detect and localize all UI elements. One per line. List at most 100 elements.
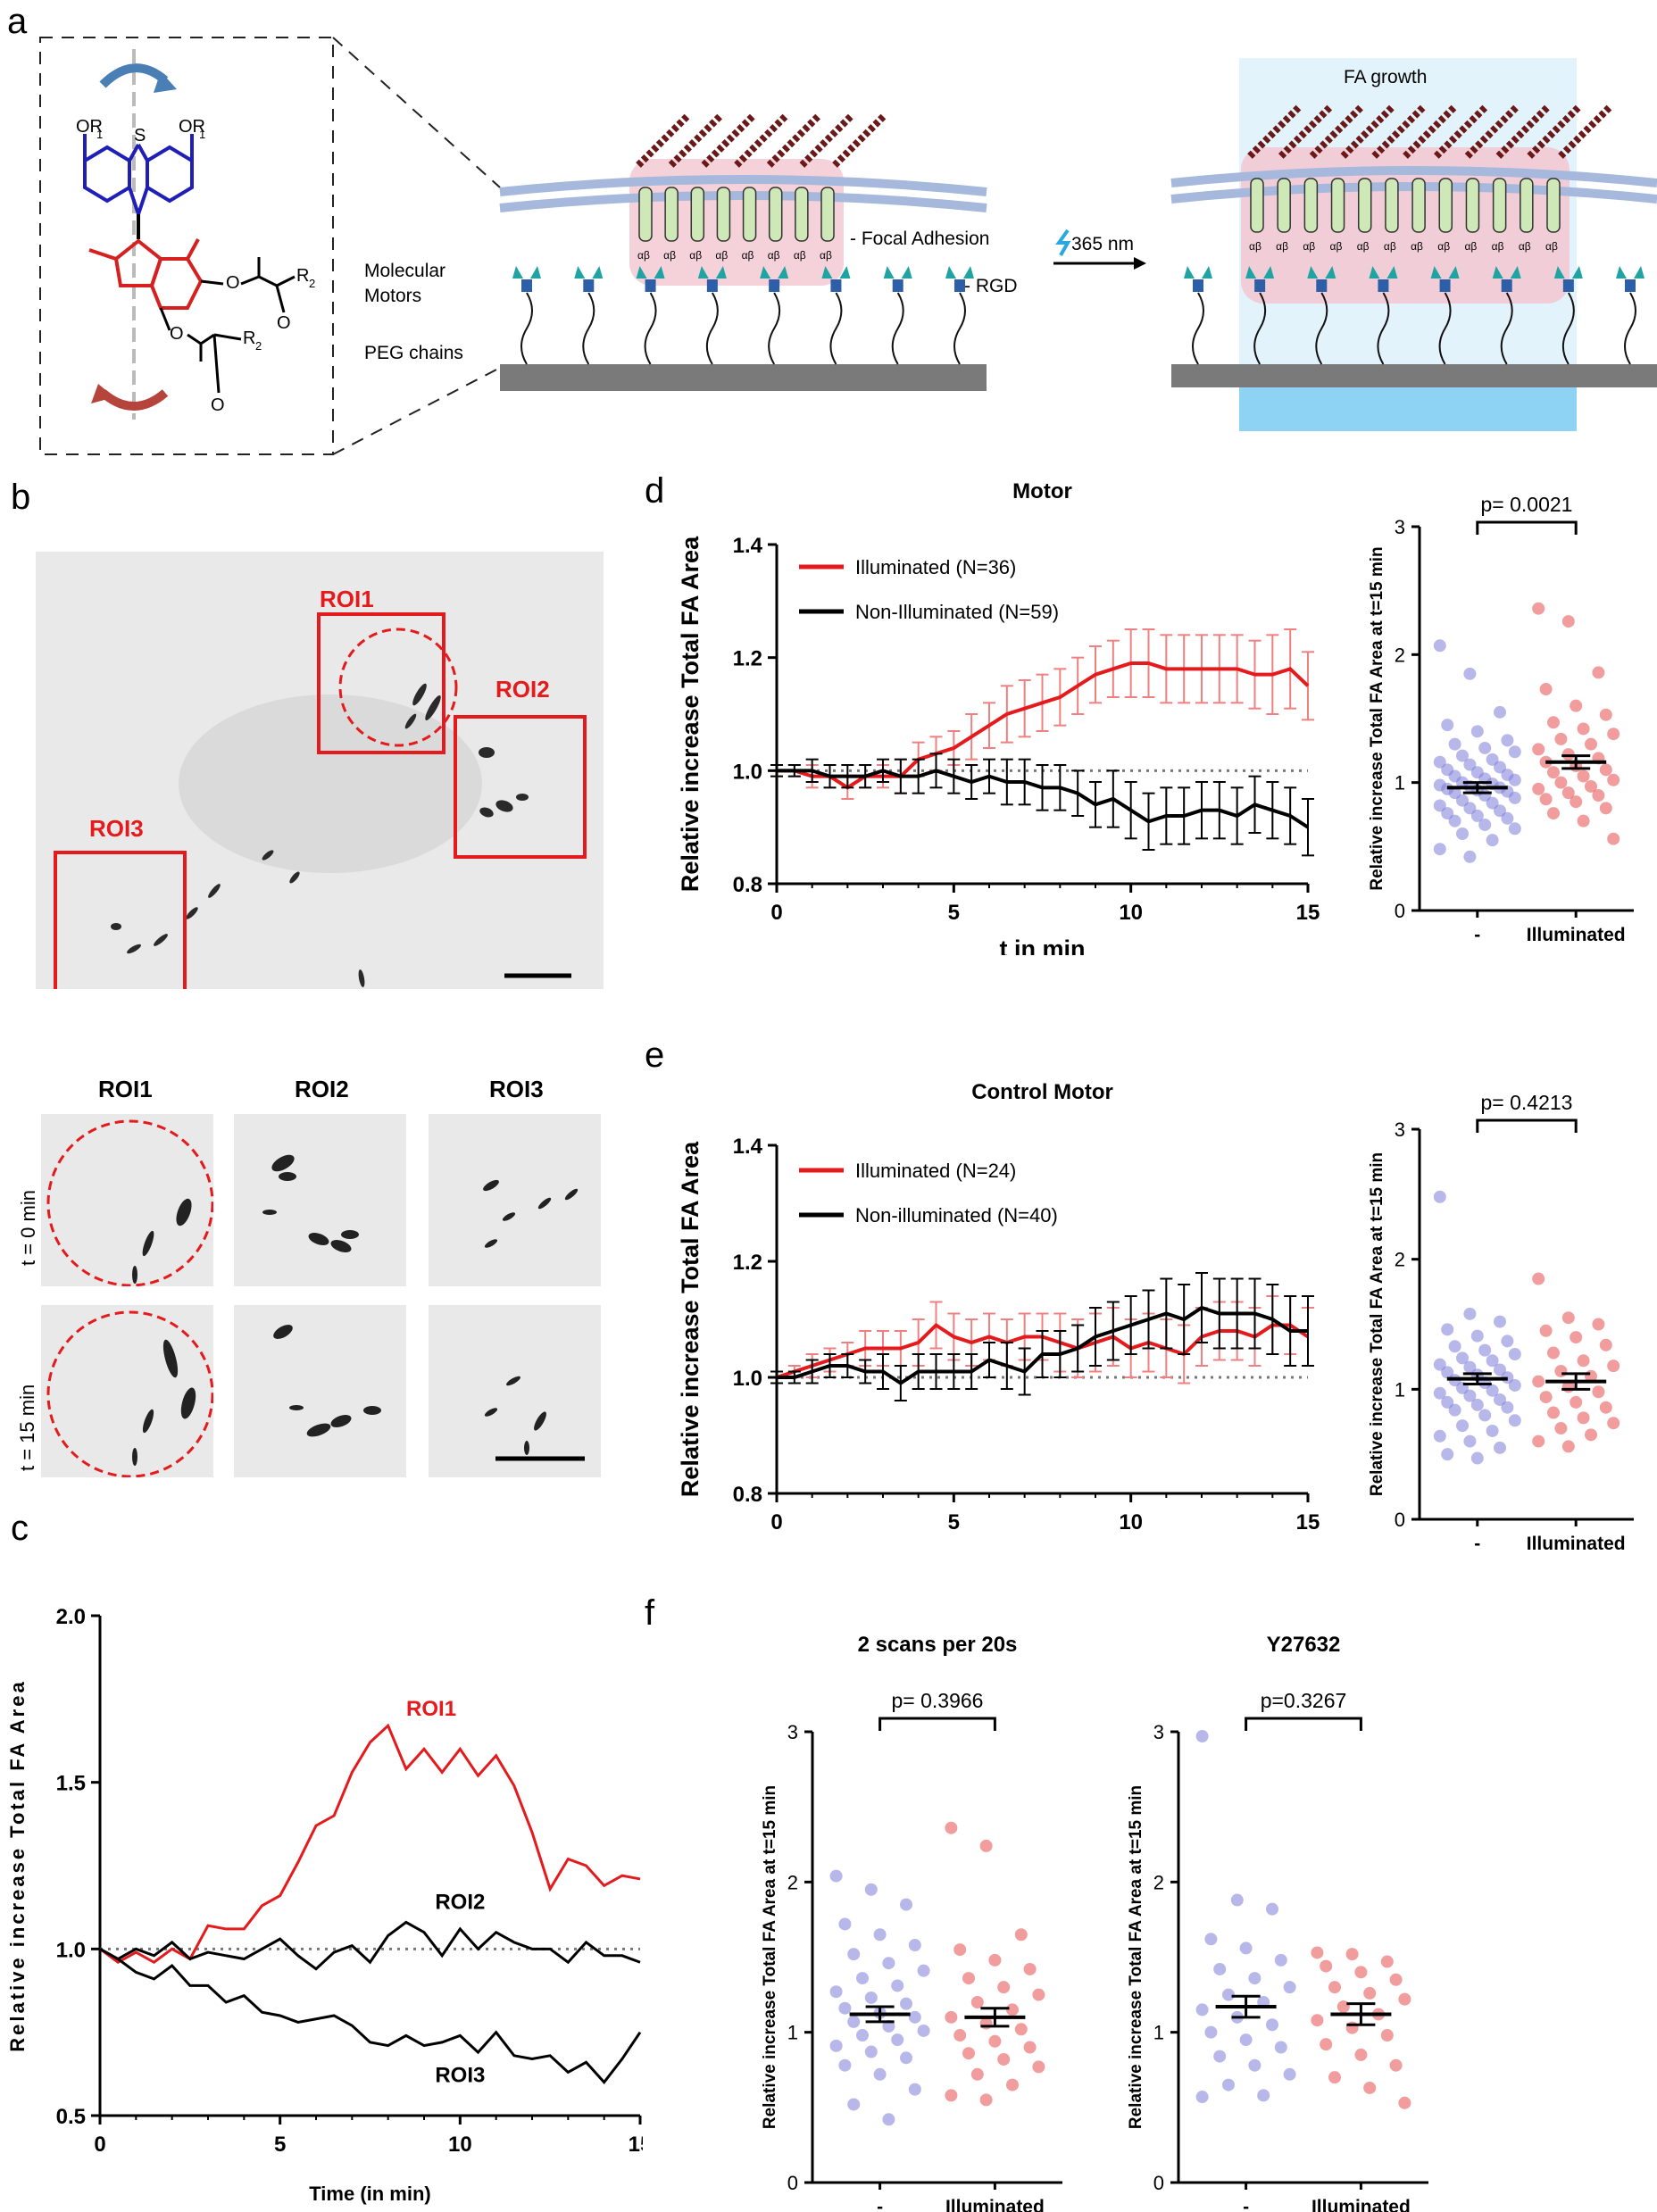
rgd-peptide xyxy=(778,266,789,279)
data-point xyxy=(945,2010,958,2024)
data-point xyxy=(1470,1398,1484,1411)
data-point xyxy=(891,1979,904,1992)
rgd-peptide xyxy=(1263,266,1275,279)
data-point xyxy=(1532,1434,1545,1448)
molecule-carbonyl-o-bottom: O xyxy=(211,395,225,415)
data-point xyxy=(1532,743,1545,756)
peg-chain xyxy=(520,292,533,365)
data-point xyxy=(945,1821,958,1834)
peg-chain xyxy=(1253,292,1267,365)
chart-title: Control Motor xyxy=(971,1080,1113,1104)
data-point xyxy=(1478,818,1492,831)
integrin-label: αβ xyxy=(1519,240,1531,253)
x-tick-label: - xyxy=(1474,1534,1480,1554)
significance-bracket xyxy=(878,1717,996,1731)
integrin-label: αβ xyxy=(1276,240,1288,253)
significance-bracket xyxy=(1245,1717,1362,1731)
data-point xyxy=(882,1957,895,1970)
data-point xyxy=(1239,2033,1253,2047)
actin-filament xyxy=(1558,104,1612,159)
data-point xyxy=(1561,1311,1575,1325)
rgd-peptide xyxy=(697,266,709,279)
data-point xyxy=(1547,716,1560,729)
rgd-peptide xyxy=(1430,266,1442,279)
actin-filament xyxy=(636,113,690,168)
integrin-label: αβ xyxy=(1411,240,1423,253)
data-point xyxy=(1570,795,1583,809)
data-point xyxy=(1607,1417,1620,1430)
peg-chain xyxy=(1500,292,1513,365)
data-point xyxy=(1486,796,1499,810)
actin-filament xyxy=(1527,104,1582,159)
y-tick-label: 0.8 xyxy=(733,873,762,897)
overview-label-roi2: ROI2 xyxy=(495,676,550,703)
data-point xyxy=(979,1839,993,1852)
data-point xyxy=(1006,2003,1019,2017)
rgd-peptide xyxy=(883,266,895,279)
data-point xyxy=(945,2089,958,2102)
data-point xyxy=(1547,807,1560,820)
p-value: p= 0.3966 xyxy=(892,1689,984,1712)
data-point xyxy=(1539,683,1553,696)
motor-molecule xyxy=(1193,279,1203,292)
data-point xyxy=(1463,1360,1477,1374)
integrin xyxy=(1303,178,1319,233)
data-point xyxy=(1463,802,1477,815)
series-line xyxy=(777,1305,1308,1385)
integrin xyxy=(1357,178,1372,233)
y-tick-label: 1.0 xyxy=(733,1367,762,1391)
data-point xyxy=(1433,639,1446,653)
actin-filament xyxy=(832,113,887,168)
motor-molecule xyxy=(645,279,656,292)
y-tick-label: 1.4 xyxy=(733,534,763,558)
data-point xyxy=(1508,791,1521,804)
micrograph-overview xyxy=(36,552,604,989)
data-point xyxy=(1006,2078,1019,2091)
substrate-right xyxy=(1171,364,1657,387)
integrin-label: αβ xyxy=(1303,240,1315,253)
integrin-label: αβ xyxy=(1464,240,1477,253)
data-point xyxy=(1478,1409,1492,1422)
p-value: p=0.3267 xyxy=(1261,1689,1347,1712)
rgd-peptide xyxy=(530,266,541,279)
series-label: ROI2 xyxy=(435,1891,485,1915)
y-tick-label: 0.5 xyxy=(56,2105,86,2129)
legend-label: Non-Illuminated (N=59) xyxy=(855,601,1059,623)
data-point xyxy=(1494,1393,1506,1406)
data-point xyxy=(1441,1366,1454,1379)
data-point xyxy=(1456,1419,1469,1433)
data-point xyxy=(1195,1730,1209,1743)
data-point xyxy=(1283,2067,1296,2081)
y-tick-label: 1 xyxy=(1395,772,1405,794)
integrin xyxy=(1250,178,1264,233)
rgd-peptide xyxy=(654,266,665,279)
peg-chain xyxy=(891,292,904,365)
y-tick-label: 3 xyxy=(1395,516,1405,538)
data-point xyxy=(829,1985,843,1999)
peg-chain xyxy=(1377,292,1390,365)
x-tick-label: 15 xyxy=(1296,901,1320,925)
significance-bracket xyxy=(1476,1118,1578,1133)
data-point xyxy=(1554,1422,1568,1435)
integrin xyxy=(768,187,783,242)
data-point xyxy=(1463,1389,1477,1402)
integrin-label: αβ xyxy=(820,249,832,262)
x-tick-label: 15 xyxy=(629,2133,643,2157)
actin-filament xyxy=(734,113,788,168)
data-point xyxy=(1448,1403,1461,1417)
micrograph-roi3-t0 xyxy=(429,1114,601,1286)
data-point xyxy=(988,2034,1002,2048)
y-tick-label: 2 xyxy=(787,1871,798,1893)
motor-molecule xyxy=(769,279,780,292)
molecule-ether-o1: O xyxy=(226,273,240,293)
rgd-peptide xyxy=(1307,266,1319,279)
molecule-ether-o2: O xyxy=(170,324,184,344)
data-point xyxy=(1345,1948,1359,1961)
data-point xyxy=(1486,834,1499,847)
y-tick-label: 3 xyxy=(1153,1721,1164,1743)
data-point xyxy=(1023,2041,1037,2054)
data-point xyxy=(1494,1363,1506,1376)
data-point xyxy=(1463,850,1477,863)
data-point xyxy=(1311,1946,1324,1959)
data-point xyxy=(1570,1331,1583,1344)
